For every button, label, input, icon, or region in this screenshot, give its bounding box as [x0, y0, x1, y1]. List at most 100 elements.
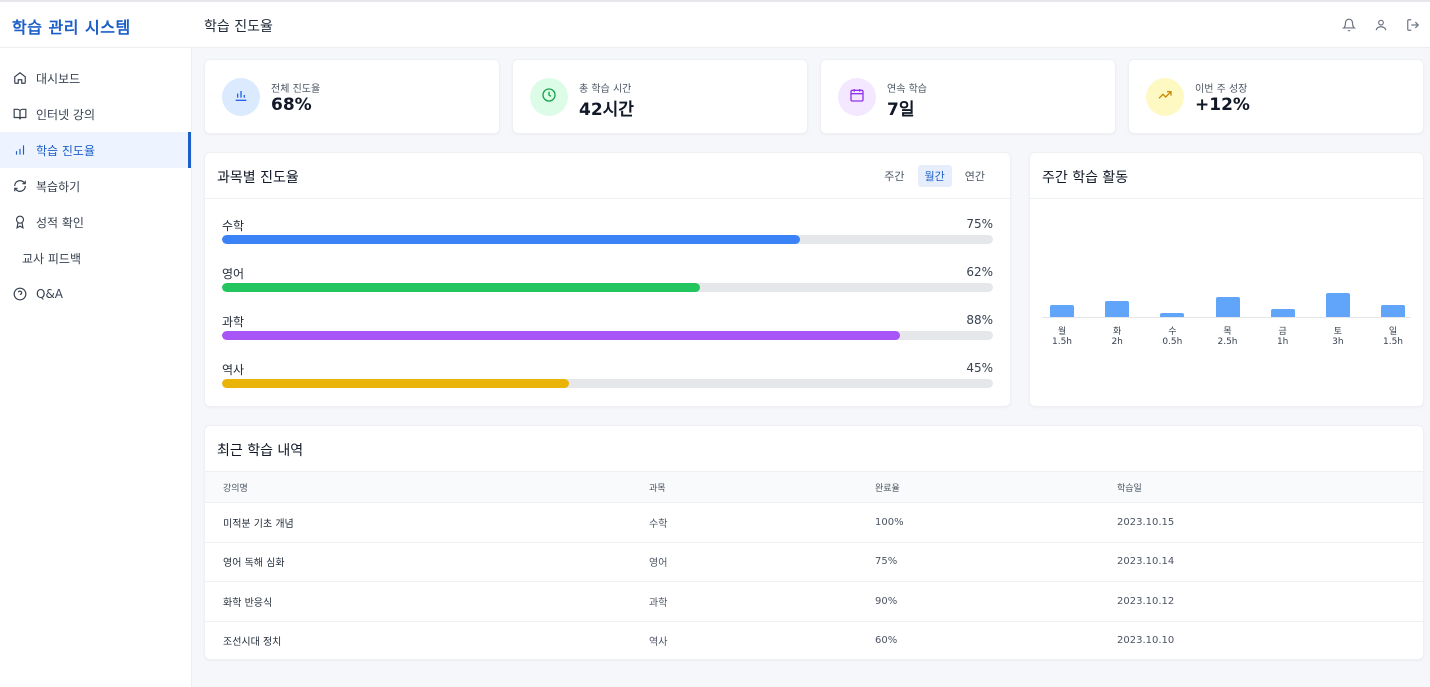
stat-label: 연속 학습 — [887, 84, 927, 95]
home-icon — [12, 70, 28, 86]
card-title: 과목별 진도율 — [217, 170, 299, 186]
stat-value: 68% — [271, 95, 312, 115]
weekly-hours-label: 3h — [1332, 337, 1344, 347]
weekly-bar-chart: 월 1.5h 화 2h 수 0.5h 목 2.5h 금 1h 토 3h 일 1.5h — [1042, 213, 1411, 353]
divider — [1030, 198, 1423, 199]
subject-progress-card: 과목별 진도율 주간 월간 연간 수학 75% 영어 62% 과학 88% 역사… — [204, 152, 1011, 407]
completion-cell: 100% — [875, 502, 1117, 543]
column-header[interactable]: 강의명 — [205, 471, 649, 503]
subject-cell: 역사 — [649, 621, 875, 661]
date-cell: 2023.10.14 — [1117, 542, 1423, 582]
completion-cell: 60% — [875, 621, 1117, 661]
weekly-day-column: 일 1.5h — [1373, 213, 1413, 353]
stat-card-study-time: 총 학습 시간 42시간 — [512, 59, 808, 134]
lecture-name-cell: 조선시대 정치 — [205, 621, 649, 661]
weekly-bar[interactable] — [1160, 313, 1185, 317]
sidebar: 대시보드 인터넷 강의 학습 진도율 복습하기 성적 확인 교사 피드백 Q&A — [0, 48, 192, 687]
weekly-bar[interactable] — [1105, 301, 1130, 317]
table-row[interactable]: 미적분 기초 개념 수학 100% 2023.10.15 — [205, 502, 1423, 543]
recent-learning-table: 강의명 과목 완료율 학습일 미적분 기초 개념 수학 100% 2023.10… — [205, 471, 1423, 661]
progress-fill — [222, 379, 569, 388]
table-row[interactable]: 조선시대 정치 역사 60% 2023.10.10 — [205, 621, 1423, 661]
column-header[interactable]: 완료율 — [875, 471, 1117, 503]
logout-icon[interactable] — [1404, 16, 1422, 34]
sidebar-item-lectures[interactable]: 인터넷 강의 — [0, 96, 191, 132]
weekly-activity-card: 주간 학습 활동 월 1.5h 화 2h 수 0.5h 목 2.5h 금 1h 토 3h 일 1.5h — [1029, 152, 1424, 407]
bar-chart-icon — [12, 142, 28, 158]
progress-fill — [222, 235, 801, 244]
period-weekly-button[interactable]: 주간 — [884, 170, 905, 183]
period-yearly-button[interactable]: 연간 — [964, 170, 985, 183]
bar-chart-icon — [233, 87, 249, 107]
subject-name: 수학 — [222, 219, 245, 233]
weekly-day-label: 일 — [1388, 327, 1398, 337]
completion-cell: 75% — [875, 542, 1117, 582]
subject-percent: 88% — [966, 313, 993, 327]
help-circle-icon — [12, 286, 28, 302]
weekly-hours-label: 2.5h — [1217, 337, 1238, 347]
stat-label: 총 학습 시간 — [579, 84, 632, 95]
progress-row-english: 영어 62% — [222, 265, 993, 305]
stat-icon-circle — [838, 78, 876, 116]
sidebar-item-progress[interactable]: 학습 진도율 — [0, 132, 191, 168]
weekly-day-column: 목 2.5h — [1208, 213, 1248, 353]
progress-row-math: 수학 75% — [222, 217, 993, 257]
weekly-day-column: 화 2h — [1097, 213, 1137, 353]
user-icon[interactable] — [1372, 16, 1390, 34]
page-title: 학습 진도율 — [204, 19, 273, 35]
weekly-bar[interactable] — [1215, 297, 1240, 317]
weekly-bar[interactable] — [1050, 305, 1074, 317]
table-row[interactable]: 영어 독해 심화 영어 75% 2023.10.14 — [205, 542, 1423, 582]
date-cell: 2023.10.15 — [1117, 502, 1423, 543]
progress-fill — [222, 331, 901, 340]
card-title: 주간 학습 활동 — [1042, 170, 1129, 186]
column-header[interactable]: 학습일 — [1117, 471, 1423, 503]
lecture-name-cell: 영어 독해 심화 — [205, 542, 649, 582]
weekly-day-label: 토 — [1333, 327, 1342, 337]
award-icon — [12, 214, 28, 230]
sidebar-item-review[interactable]: 복습하기 — [0, 168, 191, 204]
stat-icon-circle — [530, 78, 568, 116]
period-toggle: 주간 월간 연간 — [877, 165, 992, 187]
subject-percent: 45% — [966, 361, 993, 375]
stat-value: +12% — [1195, 95, 1250, 115]
weekly-day-label: 월 — [1057, 327, 1067, 337]
sidebar-item-feedback[interactable]: 교사 피드백 — [0, 240, 191, 276]
progress-fill — [222, 283, 701, 292]
weekly-bar[interactable] — [1381, 305, 1405, 317]
sidebar-item-label: 성적 확인 — [36, 215, 84, 230]
progress-track — [222, 379, 993, 388]
completion-cell: 90% — [875, 581, 1117, 622]
table-row[interactable]: 화학 반응식 과학 90% 2023.10.12 — [205, 581, 1423, 622]
bell-icon[interactable] — [1340, 16, 1358, 34]
sidebar-item-label: 대시보드 — [36, 71, 81, 86]
weekly-bar[interactable] — [1270, 309, 1295, 317]
lecture-name-cell: 화학 반응식 — [205, 581, 649, 622]
sidebar-item-grades[interactable]: 성적 확인 — [0, 204, 191, 240]
weekly-bar[interactable] — [1325, 293, 1350, 317]
sidebar-item-label: Q&A — [36, 287, 64, 301]
stat-icon-circle — [1146, 78, 1184, 116]
sidebar-item-dashboard[interactable]: 대시보드 — [0, 60, 191, 96]
sidebar-item-label: 학습 진도율 — [36, 143, 96, 158]
clock-icon — [541, 87, 557, 107]
subject-cell: 수학 — [649, 502, 875, 543]
recent-learning-card: 최근 학습 내역 강의명 과목 완료율 학습일 미적분 기초 개념 수학 100… — [204, 425, 1424, 661]
subject-cell: 과학 — [649, 581, 875, 622]
app-title[interactable]: 학습 관리 시스템 — [12, 18, 131, 37]
weekly-day-label: 화 — [1113, 327, 1122, 337]
column-header[interactable]: 과목 — [649, 471, 875, 503]
weekly-hours-label: 1.5h — [1051, 337, 1073, 347]
subject-percent: 62% — [966, 265, 993, 279]
table-header-row: 강의명 과목 완료율 학습일 — [205, 471, 1423, 503]
subject-name: 역사 — [222, 363, 245, 377]
sidebar-item-qna[interactable]: Q&A — [0, 276, 191, 312]
weekly-hours-label: 1h — [1276, 337, 1289, 347]
stat-card-weekly-growth: 이번 주 성장 +12% — [1128, 59, 1424, 134]
weekly-day-label: 수 — [1168, 327, 1177, 337]
sidebar-item-label: 인터넷 강의 — [36, 107, 96, 122]
subject-percent: 75% — [966, 217, 993, 231]
refresh-icon — [12, 178, 28, 194]
trending-up-icon — [1157, 87, 1173, 107]
period-monthly-button[interactable]: 월간 — [917, 165, 952, 187]
